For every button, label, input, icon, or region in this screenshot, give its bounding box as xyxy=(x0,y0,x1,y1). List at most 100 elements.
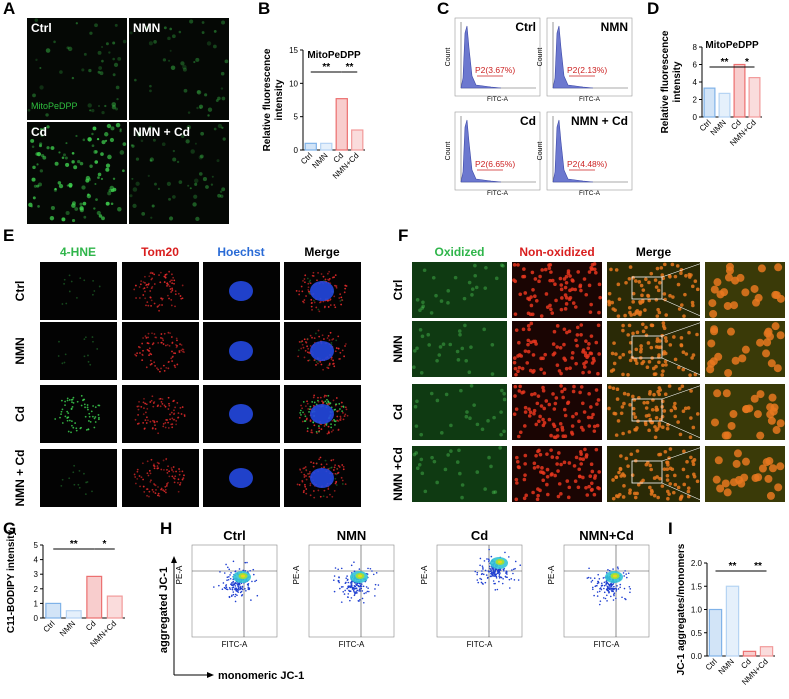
cell-signal xyxy=(100,177,103,180)
signal xyxy=(70,431,72,434)
event xyxy=(617,588,620,590)
cell xyxy=(616,282,621,287)
event xyxy=(333,590,336,593)
group-label: NMN + Cd xyxy=(13,450,27,507)
signal xyxy=(61,478,64,481)
cell-signal xyxy=(163,26,167,30)
signal xyxy=(153,421,156,424)
signal xyxy=(306,351,309,354)
cell xyxy=(677,387,682,391)
zoom-line xyxy=(661,261,706,278)
cell xyxy=(554,298,558,303)
cell xyxy=(623,313,627,318)
signal xyxy=(344,287,347,290)
signal xyxy=(159,271,162,274)
cell-signal xyxy=(194,182,198,186)
cell xyxy=(635,449,640,453)
event xyxy=(353,594,356,597)
event xyxy=(608,592,610,594)
signal xyxy=(168,270,171,273)
signal xyxy=(177,478,180,481)
cell xyxy=(560,296,564,300)
cell-signal xyxy=(150,216,153,219)
cell xyxy=(774,263,783,272)
signal xyxy=(176,363,179,366)
cell xyxy=(594,388,599,392)
signal xyxy=(142,337,145,339)
cell-signal xyxy=(81,68,85,72)
cell xyxy=(514,372,518,377)
signal xyxy=(320,273,323,275)
cell xyxy=(533,277,538,281)
cell xyxy=(727,421,736,430)
cell-signal xyxy=(196,90,202,95)
cell xyxy=(486,419,490,423)
event xyxy=(228,586,231,589)
signal xyxy=(324,305,326,308)
signal xyxy=(71,424,73,427)
signal xyxy=(160,468,163,471)
cell xyxy=(564,366,569,371)
signal xyxy=(338,402,341,405)
cell xyxy=(658,476,662,481)
cell xyxy=(566,271,571,276)
signal xyxy=(301,340,304,343)
cell xyxy=(638,350,643,354)
cell xyxy=(543,352,548,357)
signal xyxy=(70,407,73,410)
signal xyxy=(83,338,86,341)
y-tick-label: 5 xyxy=(34,541,39,550)
cell xyxy=(596,323,601,328)
signal xyxy=(143,427,146,430)
event xyxy=(244,570,247,572)
signal xyxy=(54,418,57,420)
signal xyxy=(72,426,75,429)
cell xyxy=(539,356,543,361)
signal xyxy=(154,364,156,367)
cell-signal xyxy=(217,193,221,198)
cell xyxy=(553,401,558,406)
event xyxy=(490,555,493,558)
signal xyxy=(342,465,345,468)
bar xyxy=(725,585,740,657)
x-axis-label: FITC-A xyxy=(594,640,620,649)
signal xyxy=(173,412,176,415)
cell xyxy=(518,430,523,435)
signal xyxy=(150,362,153,365)
signal xyxy=(149,472,152,475)
signal xyxy=(78,486,81,489)
signal xyxy=(335,285,338,287)
y-tick-label: 1 xyxy=(34,599,39,608)
cell xyxy=(563,413,568,418)
cell-signal xyxy=(119,150,125,155)
signal xyxy=(179,295,182,297)
cell xyxy=(523,453,528,458)
cell-signal xyxy=(96,210,101,216)
cell-signal xyxy=(195,216,200,221)
event xyxy=(514,567,516,570)
signal xyxy=(159,370,161,373)
signal xyxy=(67,430,70,433)
signal xyxy=(335,484,338,486)
event xyxy=(346,587,348,590)
cell xyxy=(561,395,565,400)
event xyxy=(360,583,363,585)
cell xyxy=(550,311,555,315)
cell xyxy=(679,271,683,276)
cell xyxy=(654,297,659,302)
signal xyxy=(145,422,148,424)
cell xyxy=(513,312,518,316)
cell xyxy=(549,448,553,452)
event xyxy=(492,580,495,582)
cell-signal xyxy=(134,78,137,82)
cell xyxy=(553,473,557,478)
cell xyxy=(637,280,642,284)
signal xyxy=(336,410,339,413)
signal xyxy=(341,479,344,482)
cell xyxy=(420,334,425,339)
cell-signal xyxy=(101,45,104,49)
signal xyxy=(151,277,154,280)
event xyxy=(617,567,619,570)
cell-signal xyxy=(190,149,195,154)
cell xyxy=(684,352,689,356)
